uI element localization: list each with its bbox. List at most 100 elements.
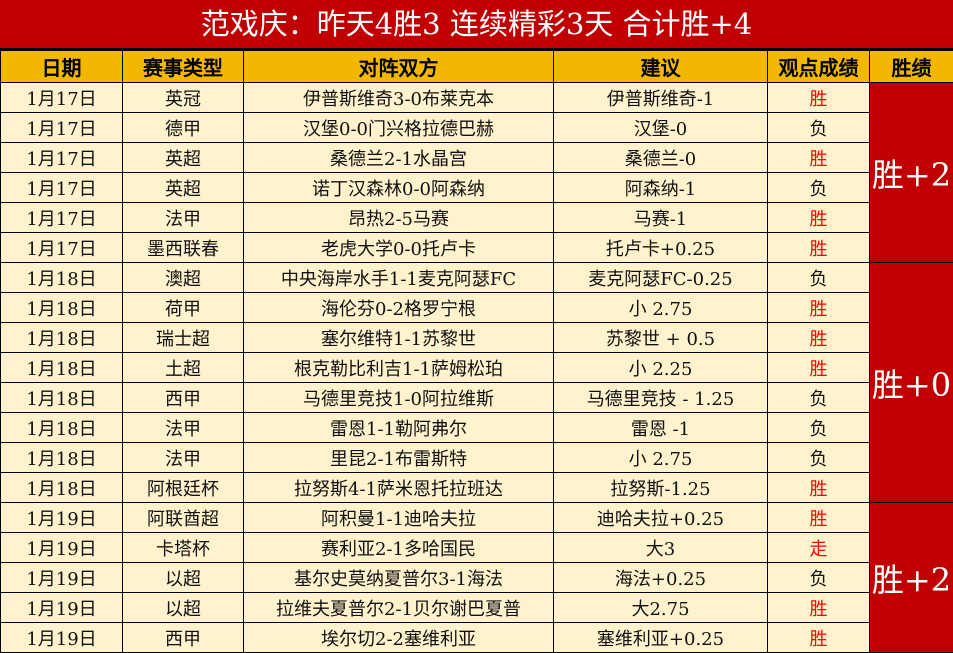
match-cell: 埃尔切2-2塞维利亚 xyxy=(244,623,554,653)
date-cell: 1月19日 xyxy=(1,563,123,593)
league-cell: 瑞士超 xyxy=(123,323,244,353)
date-cell: 1月17日 xyxy=(1,113,123,143)
result-cell: 胜 xyxy=(768,83,870,113)
result-cell: 胜 xyxy=(768,473,870,503)
suggestion-cell: 小 2.25 xyxy=(554,353,768,383)
header-suggestion: 建议 xyxy=(554,51,768,83)
header-date: 日期 xyxy=(1,51,123,83)
suggestion-cell: 麦克阿瑟FC-0.25 xyxy=(554,263,768,293)
date-cell: 1月18日 xyxy=(1,263,123,293)
match-cell: 海伦芬0-2格罗宁根 xyxy=(244,293,554,323)
suggestion-cell: 小 2.75 xyxy=(554,443,768,473)
suggestion-cell: 迪哈夫拉+0.25 xyxy=(554,503,768,533)
match-cell: 马德里竞技1-0阿拉维斯 xyxy=(244,383,554,413)
league-cell: 以超 xyxy=(123,593,244,623)
suggestion-cell: 桑德兰-0 xyxy=(554,143,768,173)
date-cell: 1月18日 xyxy=(1,473,123,503)
match-cell: 阿积曼1-1迪哈夫拉 xyxy=(244,503,554,533)
league-cell: 英超 xyxy=(123,173,244,203)
date-cell: 1月19日 xyxy=(1,533,123,563)
date-cell: 1月18日 xyxy=(1,443,123,473)
date-cell: 1月18日 xyxy=(1,323,123,353)
suggestion-cell: 苏黎世 + 0.5 xyxy=(554,323,768,353)
date-cell: 1月18日 xyxy=(1,413,123,443)
total-cell: 胜+0 xyxy=(870,263,953,503)
result-cell: 胜 xyxy=(768,203,870,233)
suggestion-cell: 伊普斯维奇-1 xyxy=(554,83,768,113)
header-total: 胜绩 xyxy=(870,51,953,83)
date-cell: 1月18日 xyxy=(1,383,123,413)
result-cell: 负 xyxy=(768,563,870,593)
date-cell: 1月18日 xyxy=(1,293,123,323)
result-cell: 胜 xyxy=(768,233,870,263)
date-cell: 1月17日 xyxy=(1,173,123,203)
suggestion-cell: 汉堡-0 xyxy=(554,113,768,143)
match-cell: 塞尔维特1-1苏黎世 xyxy=(244,323,554,353)
date-cell: 1月18日 xyxy=(1,353,123,383)
suggestion-cell: 雷恩 -1 xyxy=(554,413,768,443)
date-cell: 1月19日 xyxy=(1,593,123,623)
result-cell: 负 xyxy=(768,443,870,473)
suggestion-cell: 塞维利亚+0.25 xyxy=(554,623,768,653)
match-cell: 昂热2-5马赛 xyxy=(244,203,554,233)
match-cell: 中央海岸水手1-1麦克阿瑟FC xyxy=(244,263,554,293)
match-cell: 伊普斯维奇3-0布莱克本 xyxy=(244,83,554,113)
total-cell: 胜+2 xyxy=(870,503,953,653)
date-cell: 1月17日 xyxy=(1,233,123,263)
league-cell: 西甲 xyxy=(123,383,244,413)
league-cell: 英冠 xyxy=(123,83,244,113)
match-cell: 桑德兰2-1水晶宫 xyxy=(244,143,554,173)
league-cell: 阿根廷杯 xyxy=(123,473,244,503)
suggestion-cell: 马赛-1 xyxy=(554,203,768,233)
match-cell: 赛利亚2-1多哈国民 xyxy=(244,533,554,563)
result-cell: 负 xyxy=(768,263,870,293)
result-cell: 负 xyxy=(768,113,870,143)
result-cell: 胜 xyxy=(768,623,870,653)
league-cell: 土超 xyxy=(123,353,244,383)
suggestion-cell: 托卢卡+0.25 xyxy=(554,233,768,263)
results-table: 日期 赛事类型 对阵双方 建议 观点成绩 胜绩 1月17日英冠伊普斯维奇3-0布… xyxy=(0,50,953,653)
result-cell: 胜 xyxy=(768,293,870,323)
league-cell: 法甲 xyxy=(123,203,244,233)
result-cell: 胜 xyxy=(768,503,870,533)
date-cell: 1月19日 xyxy=(1,623,123,653)
match-cell: 里昆2-1布雷斯特 xyxy=(244,443,554,473)
page-title: 范戏庆：昨天4胜3 连续精彩3天 合计胜+4 xyxy=(0,0,953,50)
date-cell: 1月17日 xyxy=(1,203,123,233)
header-result: 观点成绩 xyxy=(768,51,870,83)
result-cell: 胜 xyxy=(768,143,870,173)
league-cell: 法甲 xyxy=(123,443,244,473)
league-cell: 英超 xyxy=(123,143,244,173)
match-cell: 汉堡0-0门兴格拉德巴赫 xyxy=(244,113,554,143)
header-league: 赛事类型 xyxy=(123,51,244,83)
league-cell: 卡塔杯 xyxy=(123,533,244,563)
match-cell: 根克勒比利吉1-1萨姆松珀 xyxy=(244,353,554,383)
result-cell: 负 xyxy=(768,173,870,203)
result-cell: 胜 xyxy=(768,593,870,623)
league-cell: 西甲 xyxy=(123,623,244,653)
league-cell: 澳超 xyxy=(123,263,244,293)
suggestion-cell: 大2.75 xyxy=(554,593,768,623)
match-cell: 基尔史莫纳夏普尔3-1海法 xyxy=(244,563,554,593)
result-cell: 走 xyxy=(768,533,870,563)
league-cell: 阿联酋超 xyxy=(123,503,244,533)
total-cell: 胜+2 xyxy=(870,83,953,263)
result-cell: 负 xyxy=(768,383,870,413)
